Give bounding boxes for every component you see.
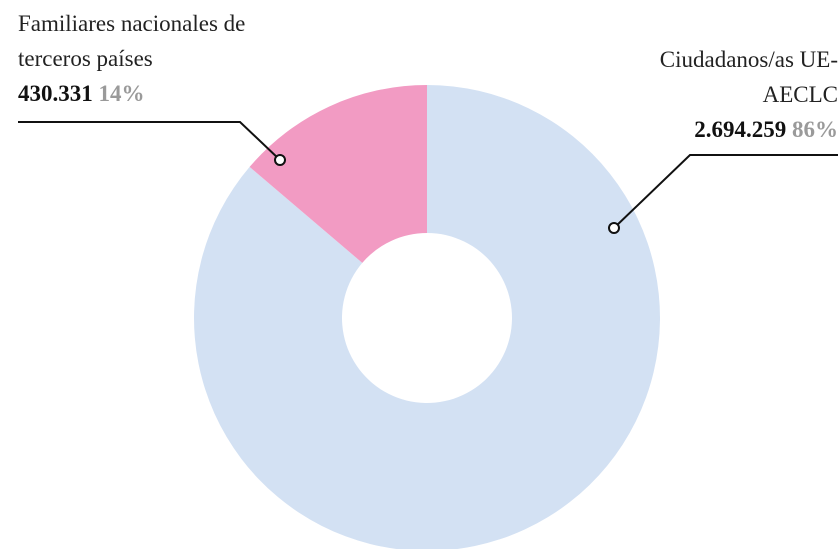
value-label: 430.331	[18, 81, 93, 106]
leader-dot	[274, 154, 286, 166]
percent-label: 14%	[98, 81, 145, 106]
slice	[194, 85, 661, 549]
category-label: Ciudadanos/as UE-AECLC	[659, 47, 838, 107]
leader-dot	[608, 222, 620, 234]
percent-label: 86%	[792, 117, 838, 142]
slice-label: Familiares nacionales de terceros países…	[18, 6, 298, 111]
slice	[249, 85, 427, 263]
value-label: 2.694.259	[694, 117, 787, 142]
leader-line	[613, 154, 838, 229]
leader-line	[18, 121, 281, 161]
category-label: Familiares nacionales de terceros países	[18, 11, 246, 71]
slice-label: Ciudadanos/as UE-AECLC 2.694.259 86%	[598, 42, 838, 147]
slices	[194, 85, 661, 549]
